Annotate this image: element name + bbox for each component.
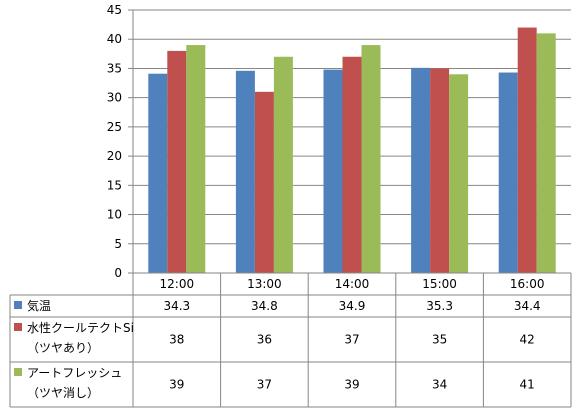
- bar: [186, 45, 206, 273]
- table-cell-value: 34.4: [514, 299, 541, 313]
- y-tick-label: 5: [114, 237, 122, 251]
- y-tick-label: 35: [107, 61, 122, 75]
- bar: [498, 72, 518, 273]
- table-cell-value: 36: [257, 333, 272, 347]
- y-tick-label: 20: [107, 149, 122, 163]
- bar: [323, 69, 343, 273]
- bar: [235, 70, 255, 273]
- bar: [430, 68, 450, 273]
- bar: [411, 67, 431, 273]
- y-tick-label: 30: [107, 91, 122, 105]
- x-category-label: 16:00: [510, 277, 545, 291]
- y-tick-label: 25: [107, 120, 122, 134]
- table-cell-value: 42: [520, 333, 535, 347]
- table-cell-value: 38: [169, 333, 184, 347]
- x-category-label: 13:00: [247, 277, 282, 291]
- legend-label: （ツヤあり）: [27, 341, 99, 355]
- table-cell-value: 34.3: [163, 299, 190, 313]
- table-cell-value: 34.9: [339, 299, 366, 313]
- legend-label: 水性クールテクトSi: [27, 321, 134, 335]
- table-cell-value: 34: [432, 378, 447, 392]
- legend-key: [14, 323, 22, 331]
- bar: [167, 50, 187, 274]
- x-category-label: 12:00: [160, 277, 195, 291]
- table-cell-value: 35: [432, 333, 447, 347]
- y-tick-label: 40: [107, 32, 122, 46]
- table-cell-value: 39: [344, 378, 359, 392]
- y-tick-label: 45: [107, 3, 122, 17]
- table-cell-value: 37: [344, 333, 359, 347]
- table-cell-value: 35.3: [426, 299, 453, 313]
- legend-key: [14, 301, 22, 309]
- bar: [342, 56, 362, 273]
- legend-label: アートフレッシュ: [27, 366, 122, 380]
- bar: [536, 33, 556, 273]
- table-cell-value: 34.8: [251, 299, 278, 313]
- y-axis: 0 5 10 15 20 25 30 35 40 45: [107, 3, 134, 280]
- bars: [148, 27, 556, 274]
- table-cell-value: 39: [169, 378, 184, 392]
- bar: [254, 91, 274, 273]
- legend-label: 気温: [27, 298, 51, 313]
- bar: [449, 74, 469, 274]
- bar: [148, 73, 168, 274]
- data-table: 12:00 13:00 14:00 15:00 16:00 気温 34.3 34.8 34.9 3…: [9, 272, 572, 408]
- table-cell-value: 37: [257, 378, 272, 392]
- legend-key: [14, 368, 22, 376]
- bar: [517, 27, 537, 274]
- legend-label: （ツヤ消し）: [27, 386, 99, 400]
- table-cell-value: 41: [520, 378, 535, 392]
- y-tick-label: 15: [107, 178, 122, 192]
- y-tick-label: 10: [107, 208, 122, 222]
- bar: [273, 56, 293, 273]
- bar: [361, 45, 381, 273]
- x-category-label: 14:00: [335, 277, 370, 291]
- x-category-label: 15:00: [422, 277, 457, 291]
- y-tick-label: 0: [114, 266, 122, 280]
